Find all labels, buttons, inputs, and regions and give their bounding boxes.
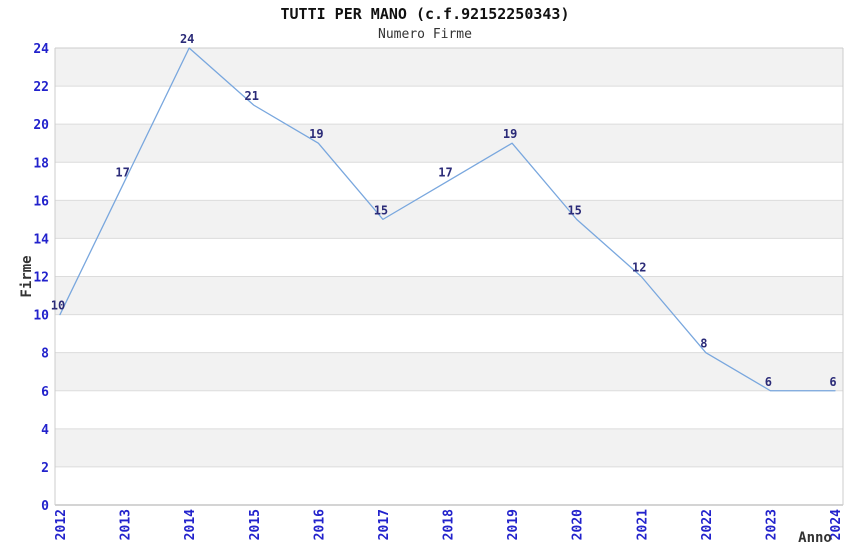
x-tick-label: 2021 (635, 509, 650, 540)
band-row (55, 352, 843, 391)
point-label: 8 (700, 337, 707, 351)
x-tick-label: 2020 (571, 509, 586, 540)
point-label: 10 (51, 299, 65, 313)
y-tick-label: 4 (41, 423, 49, 438)
point-label: 19 (503, 127, 517, 141)
x-tick-label: 2015 (248, 509, 263, 540)
y-tick-label: 10 (33, 309, 49, 324)
point-label: 17 (438, 165, 452, 179)
point-label: 15 (374, 203, 388, 217)
band-row (55, 428, 843, 467)
y-tick-label: 6 (41, 385, 49, 400)
point-label: 15 (567, 203, 581, 217)
x-axis-title: Anno (798, 530, 832, 546)
y-tick-label: 16 (33, 194, 49, 209)
y-axis-title: Firme (19, 255, 35, 297)
x-tick-label: 2018 (442, 509, 457, 540)
chart-subtitle: Numero Firme (378, 27, 472, 42)
y-tick-label: 2 (41, 461, 49, 476)
y-tick-label: 20 (33, 118, 49, 133)
y-tick-label: 14 (33, 232, 49, 247)
x-tick-label: 2023 (764, 509, 779, 540)
x-tick-label: 2019 (506, 509, 521, 540)
x-tick-label: 2022 (700, 509, 715, 540)
x-tick-label: 2014 (183, 509, 198, 540)
point-label: 17 (115, 165, 129, 179)
x-tick-label: 2013 (119, 509, 134, 540)
point-label: 21 (245, 89, 259, 103)
band-row (55, 200, 843, 239)
point-label: 12 (632, 261, 646, 275)
y-tick-label: 18 (33, 156, 49, 171)
band-row (55, 124, 843, 163)
x-tick-label: 2017 (377, 509, 392, 540)
chart-title: TUTTI PER MANO (c.f.92152250343) (280, 5, 570, 23)
x-tick-label: 2016 (312, 509, 327, 540)
point-label: 24 (180, 32, 194, 46)
y-tick-label: 8 (41, 347, 49, 362)
y-tick-label: 12 (33, 271, 49, 286)
y-tick-label: 22 (33, 80, 49, 95)
x-tick-label: 2012 (54, 509, 69, 540)
point-label: 6 (765, 375, 772, 389)
y-tick-label: 24 (33, 42, 49, 57)
point-label: 6 (829, 375, 836, 389)
point-label: 19 (309, 127, 323, 141)
x-tick-label: 2024 (829, 509, 844, 540)
y-tick-label: 0 (41, 499, 49, 514)
band-row (55, 276, 843, 315)
data-series-line (59, 47, 836, 392)
